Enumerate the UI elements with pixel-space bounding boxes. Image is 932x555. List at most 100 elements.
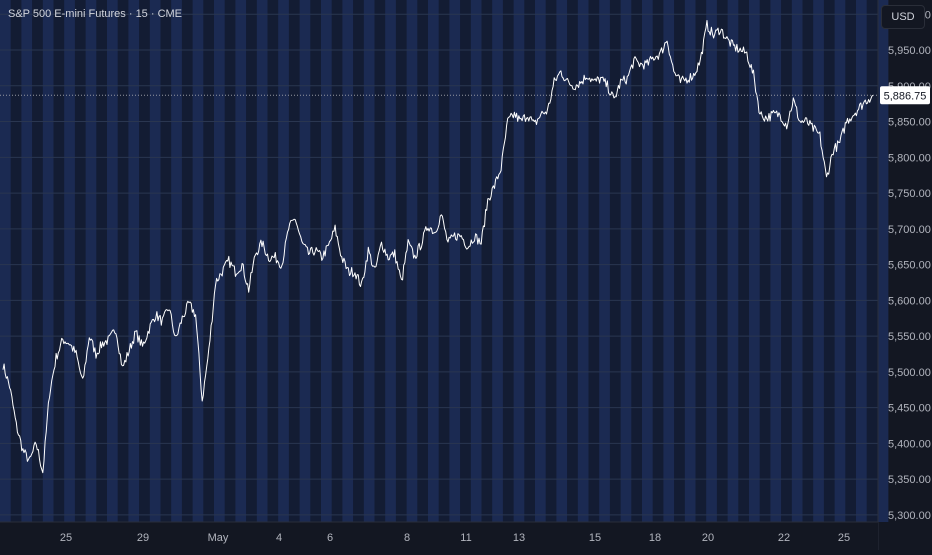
session-band [460,0,472,522]
y-tick-label: 5,850.00 [888,117,931,129]
y-tick-label: 5,750.00 [888,188,931,200]
session-band [395,0,407,522]
session-band [417,0,429,522]
x-tick-label: 15 [589,532,601,544]
session-band [288,0,300,522]
currency-button[interactable]: USD [881,5,925,29]
session-band [181,0,193,522]
session-band [813,0,825,522]
y-tick-label: 5,450.00 [888,403,931,415]
session-band [342,0,354,522]
session-band [513,0,525,522]
session-band [0,0,11,522]
session-band [727,0,739,522]
session-band [567,0,579,522]
session-band [117,0,129,522]
session-band [32,0,44,522]
x-tick-label: 8 [404,532,410,544]
session-band [246,0,258,522]
x-tick-label: May [208,532,229,544]
session-band [599,0,611,522]
x-tick-label: 25 [60,532,72,544]
session-band [203,0,215,522]
session-band [428,0,439,522]
session-band [171,0,183,522]
y-tick-label: 5,950.00 [888,45,931,57]
price-line [2,20,874,474]
session-band [21,0,33,522]
session-band [535,0,546,522]
session-band [502,0,514,522]
session-band [716,0,728,522]
x-tick-label: 20 [702,532,714,544]
session-band [321,0,332,522]
session-band [481,0,493,522]
session-band [107,0,118,522]
y-tick-label: 5,650.00 [888,260,931,272]
x-tick-label: 18 [649,532,661,544]
session-band [224,0,236,522]
session-band [781,0,793,522]
x-tick-label: 13 [513,532,525,544]
session-band [363,0,375,522]
session-band [845,0,857,522]
y-tick-label: 5,550.00 [888,331,931,343]
x-tick-label: 29 [137,532,149,544]
session-band [642,0,653,522]
last-price-label: 5,886.75 [884,90,927,102]
session-band [74,0,86,522]
session-band [85,0,97,522]
session-band [802,0,814,522]
session-band [759,0,771,522]
x-tick-label: 6 [327,532,333,544]
session-band [267,0,279,522]
y-tick-label: 5,800.00 [888,152,931,164]
y-tick-label: 5,600.00 [888,295,931,307]
session-band [128,0,140,522]
session-band [438,0,450,522]
session-band [139,0,151,522]
session-band [374,0,386,522]
session-band [588,0,600,522]
session-band [256,0,268,522]
session-band [706,0,718,522]
session-band [577,0,589,522]
session-band [770,0,782,522]
y-tick-label: 5,300.00 [888,510,931,522]
session-band [331,0,343,522]
x-tick-label: 11 [460,532,471,544]
y-tick-label: 5,700.00 [888,224,931,236]
x-tick-label: 25 [838,532,850,544]
session-band [406,0,418,522]
last-price-label-box [880,86,930,105]
session-band [192,0,204,522]
y-tick-label: 5,350.00 [888,474,931,486]
session-band [53,0,65,522]
session-band [738,0,750,522]
session-band [385,0,397,522]
session-band [64,0,76,522]
session-band [470,0,482,522]
x-tick-label: 4 [276,532,282,544]
session-band [834,0,846,522]
session-band [823,0,835,522]
session-band [353,0,365,522]
session-band [877,0,889,522]
session-band [866,0,878,522]
session-band [674,0,686,522]
session-band [96,0,108,522]
session-band [556,0,568,522]
y-tick-label: 5,400.00 [888,438,931,450]
session-band [545,0,557,522]
session-band [299,0,311,522]
session-band [620,0,632,522]
session-band [695,0,707,522]
session-band [652,0,664,522]
session-band [310,0,322,522]
session-band [160,0,172,522]
session-band [214,0,225,522]
session-band [149,0,161,522]
session-band [684,0,696,522]
